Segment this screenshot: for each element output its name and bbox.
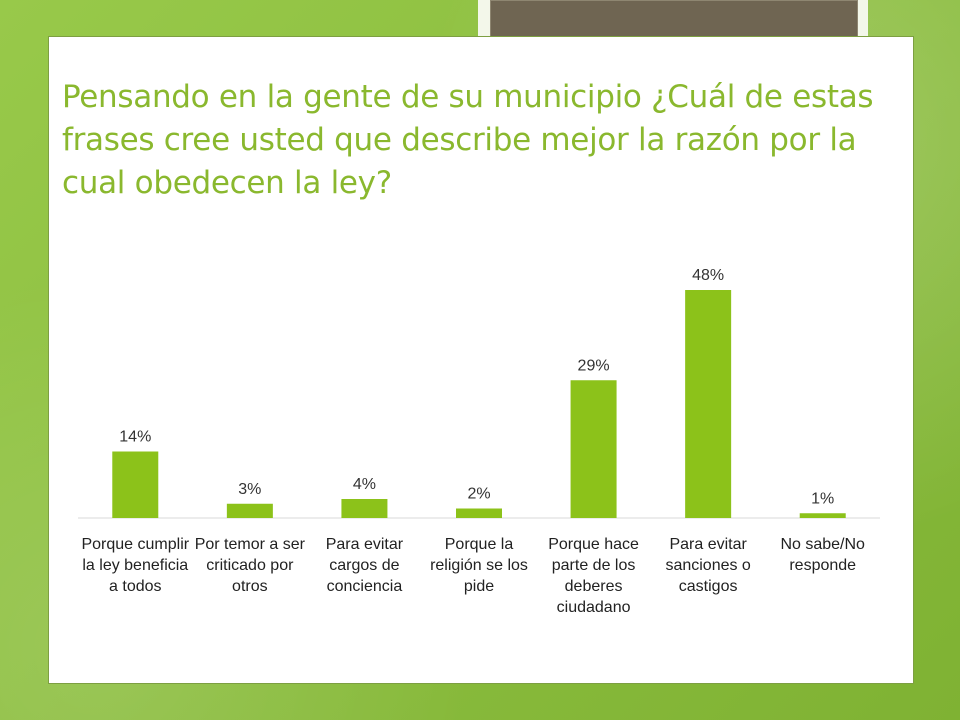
data-label-4: 2%	[467, 486, 490, 503]
bar-3	[341, 499, 388, 518]
data-label-7: 1%	[811, 490, 834, 507]
data-label-2: 3%	[238, 481, 261, 498]
category-label-6: Para evitar sanciones o castigos	[665, 536, 751, 595]
category-label-1: Porque cumplir la ley beneficia a todos	[81, 536, 190, 595]
category-label-7: No sabe/No responde	[780, 536, 865, 574]
bar-1	[112, 451, 159, 518]
category-label-2: Por temor a ser criticado por otros	[194, 536, 305, 595]
category-label-5: Porque hace parte de los deberes ciudada…	[548, 536, 639, 616]
data-label-6: 48%	[692, 267, 724, 284]
data-label-1: 14%	[119, 429, 151, 446]
bar-4	[456, 508, 502, 518]
category-label-4: Porque la religión se los pide	[430, 536, 528, 595]
data-label-3: 4%	[353, 476, 376, 493]
data-label-5: 29%	[578, 357, 610, 374]
slide-panel	[48, 36, 914, 684]
slide-title: Pensando en la gente de su municipio ¿Cu…	[62, 79, 874, 201]
bar-6	[685, 290, 732, 518]
bar-7	[799, 513, 846, 518]
category-label-3: Para evitar cargos de conciencia	[325, 536, 404, 595]
bar-2	[226, 503, 273, 518]
bar-5	[570, 380, 617, 518]
